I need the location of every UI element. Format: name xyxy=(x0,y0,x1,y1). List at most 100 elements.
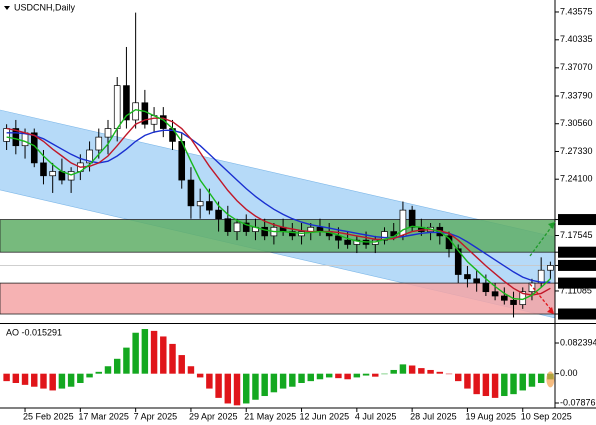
candle-body xyxy=(454,248,462,275)
ao-bar xyxy=(418,368,425,374)
ao-bar xyxy=(113,358,121,374)
ao-bar xyxy=(252,373,259,400)
ao-bar xyxy=(141,329,149,374)
ao-bar xyxy=(132,332,139,374)
candle-body xyxy=(233,222,241,232)
x-tick-label: 25 Feb 2025 xyxy=(23,411,74,421)
candle-body xyxy=(206,201,213,211)
candle-body xyxy=(3,128,10,142)
ao-bar xyxy=(224,373,232,404)
ao-bar xyxy=(67,373,75,387)
ao-bar xyxy=(178,355,185,374)
candle-body xyxy=(473,278,480,284)
candle-body xyxy=(353,239,361,245)
y-tick-label: 7.24100 xyxy=(560,174,593,184)
x-tick-label: 10 Sep 2025 xyxy=(521,411,572,421)
candle-body xyxy=(40,162,47,177)
indicator-title: AO -0.015291 xyxy=(6,327,62,337)
candle-body xyxy=(501,295,508,301)
x-tick-label: 28 Jul 2025 xyxy=(410,411,457,421)
price-label-box xyxy=(558,214,596,226)
candle-body xyxy=(113,85,121,129)
ao-marker xyxy=(546,371,555,388)
ao-bar xyxy=(427,369,434,374)
price-label-box xyxy=(558,246,596,258)
y-tick-label: 7.14057 xyxy=(560,260,593,270)
candle-body xyxy=(335,235,342,241)
price-label-box xyxy=(558,259,596,271)
moving-average xyxy=(6,108,551,301)
menu-triangle[interactable] xyxy=(4,6,10,10)
ao-bar xyxy=(95,371,103,374)
candle-body xyxy=(408,209,416,228)
x-tick-label: 12 Jun 2025 xyxy=(300,411,350,421)
price-panel xyxy=(0,12,556,319)
ao-bar xyxy=(206,373,213,389)
ao-bar xyxy=(243,373,250,404)
x-tick-label: 21 May 2025 xyxy=(244,411,296,421)
y-tick-label: 7.37070 xyxy=(560,62,593,72)
moving-average xyxy=(6,129,551,283)
down-arrow-head xyxy=(547,307,554,314)
ao-bar xyxy=(261,373,268,397)
y-tick-label: 7.12000 xyxy=(560,277,593,287)
ao-bar xyxy=(86,373,93,378)
ao-bar xyxy=(49,373,56,391)
y-tick-label: 7.33790 xyxy=(560,90,593,100)
candle-body xyxy=(289,231,296,237)
x-tick-label: 19 Aug 2025 xyxy=(465,411,516,421)
candle-body xyxy=(399,209,407,237)
candle-body xyxy=(196,201,204,207)
ao-bar xyxy=(381,373,388,375)
ao-bar xyxy=(123,347,130,374)
ao-bar xyxy=(215,373,222,398)
ao-bar xyxy=(537,373,545,383)
candle-body xyxy=(224,218,232,232)
down-arrow xyxy=(529,283,554,313)
ao-bar xyxy=(289,373,296,387)
ao-bar xyxy=(316,373,324,380)
ao-bar xyxy=(12,373,20,383)
ao-bar xyxy=(160,336,167,374)
candle-body xyxy=(123,85,130,121)
chart-title: USDCNH,Daily xyxy=(14,2,76,12)
candle-body xyxy=(537,269,545,284)
ao-bar xyxy=(233,373,241,406)
ao-bar xyxy=(169,343,176,374)
candle-body xyxy=(95,136,103,151)
candle-body xyxy=(261,226,268,237)
x-tick-label: 17 Mar 2025 xyxy=(78,411,129,421)
up-arrow xyxy=(529,221,556,257)
candle-body xyxy=(12,128,20,147)
ao-bar xyxy=(150,330,158,374)
ao-bar xyxy=(279,373,287,389)
x-tick-label: 4 Jul 2025 xyxy=(355,411,397,421)
indicator-panel xyxy=(3,329,555,406)
y-tick-label: 7.17545 xyxy=(560,230,593,240)
candle-body xyxy=(344,239,351,245)
ao-bar xyxy=(298,373,305,383)
ao-bar xyxy=(390,369,397,374)
ao-bar xyxy=(187,366,195,374)
ao-bar xyxy=(528,373,536,387)
y-tick-label: 7.30560 xyxy=(560,118,593,128)
ao-bar xyxy=(372,373,379,377)
ao-bar xyxy=(307,373,314,382)
up-arrow-head xyxy=(548,222,555,229)
y-tick-label: 7.19400 xyxy=(560,214,593,224)
ao-bar xyxy=(408,365,416,374)
y-tick-label: 7.11085 xyxy=(560,285,592,295)
zone xyxy=(0,219,556,253)
y-tick-label: 7.40335 xyxy=(560,34,593,44)
ao-bar xyxy=(491,373,499,398)
candle-body xyxy=(86,149,93,164)
ao-bar xyxy=(362,373,370,376)
ao-bar xyxy=(353,373,361,378)
candle-body xyxy=(491,291,499,297)
candle-body xyxy=(67,171,75,181)
candle-body xyxy=(49,171,56,177)
candle-body xyxy=(510,299,517,305)
ao-bar xyxy=(454,373,462,382)
